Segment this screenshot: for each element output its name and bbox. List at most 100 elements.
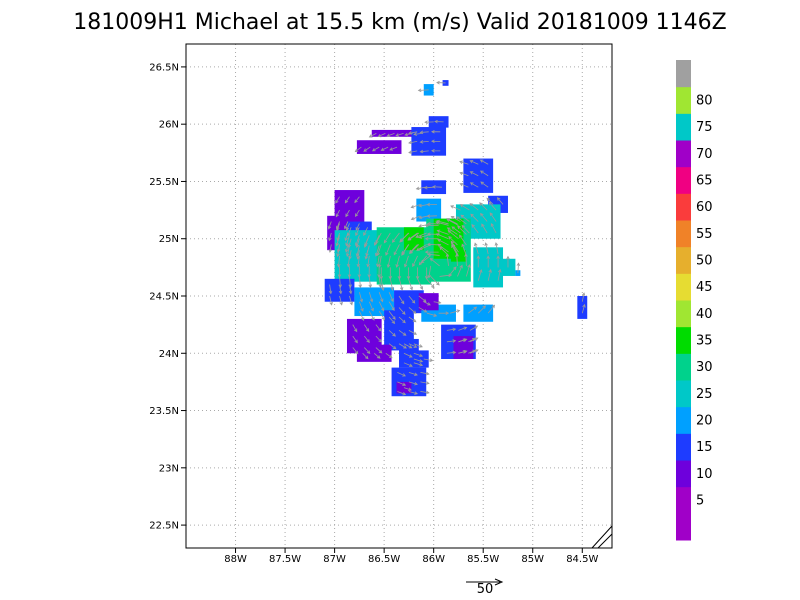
wind-vector-arrow [354,235,360,247]
wind-vector-arrow [458,350,467,354]
wind-vector-arrow [359,311,365,322]
wind-vector-arrow [385,244,391,256]
wind-vector-arrow [427,265,432,279]
y-tick-label: 26.5N [149,62,179,73]
wind-vector-arrow [437,243,449,253]
wind-vector-arrow [446,218,459,226]
wind-vector-arrow [378,311,385,321]
wind-cell [394,290,424,314]
wind-vector-arrow [327,221,332,230]
colorbar-label: 35 [696,334,713,349]
wind-cell [324,278,355,302]
wind-vector-arrow [419,130,429,135]
wind-vector-arrow [377,255,382,269]
wind-vector-arrow [344,244,349,253]
wind-vector-arrow [404,132,413,137]
wind-vector-arrow [481,223,488,234]
wind-vector-arrow [469,182,479,188]
wind-vector-arrow [355,245,360,257]
wind-vector-arrow [329,295,333,306]
wind-vector-arrow [415,267,420,280]
wind-vector-arrow [470,213,479,222]
colorbar-label: 10 [696,467,713,482]
wind-vector-arrow [388,267,393,280]
wind-vector-arrow [366,255,370,268]
wind-vector-arrow [408,295,416,304]
wind-vector-arrow [459,171,469,177]
wind-vector-arrow [426,202,437,207]
colorbar-swatch [676,513,691,541]
wind-vector-arrow [403,387,412,391]
wind-vector-arrow [417,88,429,93]
plot-title: 181009H1 Michael at 15.5 km (m/s) Valid … [73,10,727,35]
wind-vector-arrow [335,221,340,230]
wind-vector-arrow [345,235,350,247]
wind-vector-arrow [436,80,446,85]
wind-vector-arrow [408,278,414,291]
wind-vector-arrow [435,220,449,226]
wind-vector-arrow [452,243,459,257]
wind-vector-arrow [474,242,479,255]
colorbar-swatch [676,406,691,434]
colorbar-label: 40 [696,307,713,322]
wind-vector-arrow [345,245,350,258]
wind-vector-arrow [408,140,418,145]
wind-vector-arrow [426,242,440,247]
y-tick-label: 25N [159,234,179,245]
wind-vector-arrow [456,216,467,225]
wind-vector-arrow [423,185,434,190]
wind-vector-arrow [459,160,469,165]
colorbar-label: 75 [696,120,713,135]
wind-vector-arrow [358,292,364,303]
wind-vector-arrow [431,129,441,134]
wind-vector-arrow [423,301,431,306]
wind-vector-arrow [408,316,417,323]
colorbar-label: 20 [696,414,713,429]
wind-vector-arrow [488,201,497,211]
wind-vector-arrow [418,307,428,313]
wind-vector-arrow [378,301,385,312]
wind-vector-arrow [328,284,333,295]
wind-vector-arrow [418,255,427,266]
wind-vector-arrow [413,343,423,348]
wind-vector-arrow [480,212,488,222]
colorbar-swatch [676,166,691,194]
colorbar-swatch [676,326,691,354]
wind-vector-arrow [348,284,353,295]
wind-vectors [327,80,586,396]
wind-vector-arrow [379,267,384,280]
wind-vector-arrow [354,196,360,204]
x-tick-label: 87.5W [269,554,301,565]
wind-vector-arrow [408,343,418,348]
colorbar-swatch [676,273,691,301]
wind-vector-arrow [410,215,421,221]
wind-vector-arrow [395,255,400,268]
wind-vector-arrow [398,295,405,305]
wind-vector-arrow [465,264,471,277]
wind-cell [418,293,439,311]
colorbar-label: 55 [696,227,713,242]
wind-vector-arrow [516,262,521,274]
wind-vector-arrow [436,229,449,235]
wind-cell [408,350,429,368]
wind-vector-arrow [468,349,477,354]
wind-vector-arrow [398,316,406,324]
wind-vector-arrow [420,255,431,264]
wind-vector-arrow [460,214,470,222]
colorbar-label: 45 [696,280,713,295]
wind-vector-arrow [480,181,489,188]
wind-vector-arrow [438,311,450,315]
wind-vector-arrow [413,358,424,363]
wind-vector-arrow [497,268,502,281]
wind-vector-arrow [388,330,396,337]
wind-cell [423,84,434,96]
wind-vector-arrow [388,292,394,303]
colorbar-label: 30 [696,360,713,375]
wind-vector-arrow [459,204,470,211]
colorbar-label: 15 [696,440,713,455]
wind-vector-arrow [383,232,391,244]
wind-vector-arrow [420,371,430,376]
wind-vector-arrow [368,132,377,138]
wind-vector-arrow [328,232,332,242]
wind-vector-arrow [433,300,442,305]
